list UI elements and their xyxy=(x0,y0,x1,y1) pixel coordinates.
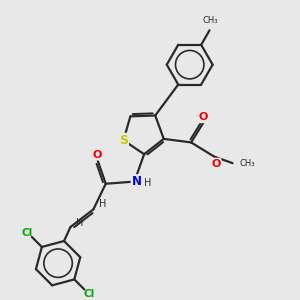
Text: H: H xyxy=(76,218,84,229)
Text: Cl: Cl xyxy=(22,228,33,238)
Text: O: O xyxy=(92,150,102,160)
Text: H: H xyxy=(144,178,152,188)
Text: S: S xyxy=(119,134,128,147)
Text: O: O xyxy=(211,159,220,169)
Text: Cl: Cl xyxy=(83,289,94,299)
Text: H: H xyxy=(98,199,106,209)
Text: O: O xyxy=(199,112,208,122)
Text: N: N xyxy=(132,175,142,188)
Text: CH₃: CH₃ xyxy=(239,159,255,168)
Text: CH₃: CH₃ xyxy=(203,16,218,25)
